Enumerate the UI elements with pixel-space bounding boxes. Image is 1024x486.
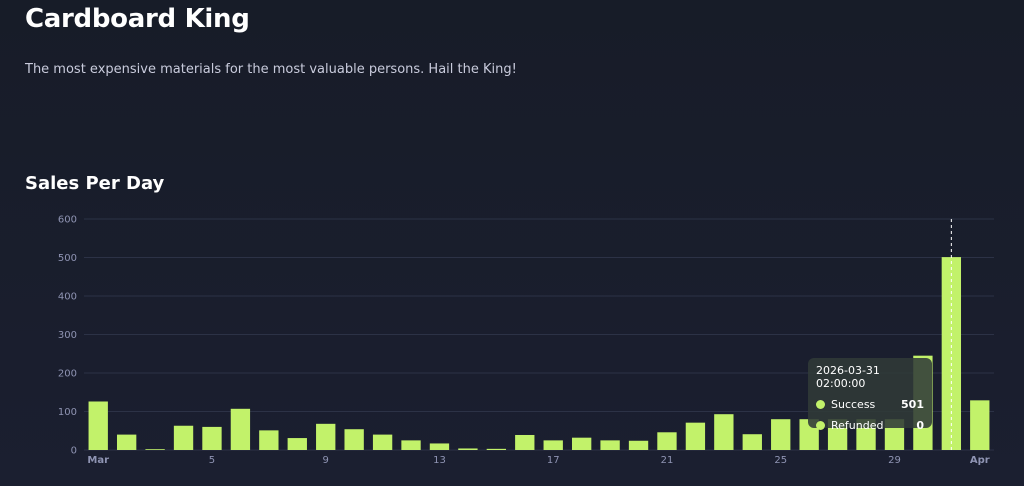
- x-tick-label: 29: [888, 455, 901, 466]
- y-axis: 0 100 200 300 400 500 600: [58, 215, 77, 457]
- bar-2026-03-09[interactable]: [316, 423, 336, 450]
- tooltip-row-success: Success 501: [816, 397, 924, 411]
- x-tick-label: Apr: [970, 455, 990, 466]
- x-axis: Mar 5 9 13 17 21 25 29 Apr: [87, 455, 989, 466]
- bar-2026-03-02[interactable]: [116, 434, 137, 450]
- tooltip-value-refunded: 0: [916, 418, 924, 432]
- bar-2026-03-07[interactable]: [259, 430, 279, 450]
- bar-2026-03-08[interactable]: [287, 438, 307, 450]
- bar-2026-03-17[interactable]: [543, 440, 563, 450]
- chart-tooltip: 2026-03-31 02:00:00 Success 501 Refunded…: [808, 358, 932, 432]
- y-tick-label: 600: [58, 215, 77, 226]
- bar-2026-03-13[interactable]: [429, 443, 450, 450]
- y-tick-label: 0: [71, 446, 77, 457]
- x-tick-label: 13: [433, 455, 446, 466]
- bar-2026-03-05[interactable]: [202, 426, 222, 450]
- x-tick-label: 25: [774, 455, 787, 466]
- y-tick-label: 300: [58, 330, 77, 341]
- bar-2026-03-04[interactable]: [173, 425, 194, 450]
- bar-2026-03-21[interactable]: [657, 432, 677, 450]
- bar-2026-03-25[interactable]: [771, 419, 791, 450]
- bar-2026-03-20[interactable]: [628, 440, 649, 450]
- x-tick-label: 17: [547, 455, 560, 466]
- bar-2026-03-06[interactable]: [230, 408, 251, 450]
- page-title: Cardboard King: [25, 4, 250, 34]
- bar-2026-03-10[interactable]: [344, 429, 364, 450]
- bar-2026-03-23[interactable]: [714, 414, 734, 450]
- bar-2026-03-15[interactable]: [486, 448, 507, 450]
- sales-per-day-chart: 0 100 200 300 400 500 600 Mar 5 9 13 17 21 25 29 Apr: [0, 205, 1024, 486]
- bar-2026-03-19[interactable]: [600, 440, 620, 450]
- y-tick-label: 500: [58, 253, 77, 264]
- y-tick-label: 400: [58, 292, 77, 303]
- x-tick-label: 5: [209, 455, 215, 466]
- bar-2026-04-01[interactable]: [970, 400, 990, 450]
- tooltip-label-success: Success: [831, 397, 876, 411]
- tooltip-row-refunded: Refunded 0: [816, 418, 924, 432]
- bar-2026-03-24[interactable]: [742, 434, 762, 450]
- bar-2026-03-01[interactable]: [88, 401, 108, 450]
- success-legend-dot: [816, 399, 825, 409]
- chart-svg: 0 100 200 300 400 500 600 Mar 5 9 13 17 21 25 29 Apr: [58, 215, 994, 466]
- page-subtitle: The most expensive materials for the mos…: [25, 62, 517, 77]
- y-tick-label: 200: [58, 369, 77, 380]
- y-tick-label: 100: [58, 407, 77, 418]
- x-tick-label: Mar: [87, 455, 109, 466]
- x-tick-label: 9: [323, 455, 329, 466]
- bar-2026-03-18[interactable]: [571, 437, 592, 450]
- bar-2026-03-03[interactable]: [145, 449, 165, 450]
- bar-2026-03-12[interactable]: [401, 440, 421, 450]
- refunded-legend-dot: [816, 420, 825, 430]
- x-tick-label: 21: [661, 455, 674, 466]
- tooltip-value-success: 501: [901, 397, 924, 411]
- bar-2026-03-16[interactable]: [515, 434, 535, 450]
- tooltip-date: 2026-03-31 02:00:00: [816, 364, 880, 390]
- chart-title: Sales Per Day: [25, 173, 165, 194]
- bar-2026-03-14[interactable]: [458, 448, 478, 450]
- bar-2026-03-22[interactable]: [685, 422, 706, 450]
- bar-2026-03-11[interactable]: [372, 434, 393, 450]
- tooltip-label-refunded: Refunded: [831, 418, 884, 432]
